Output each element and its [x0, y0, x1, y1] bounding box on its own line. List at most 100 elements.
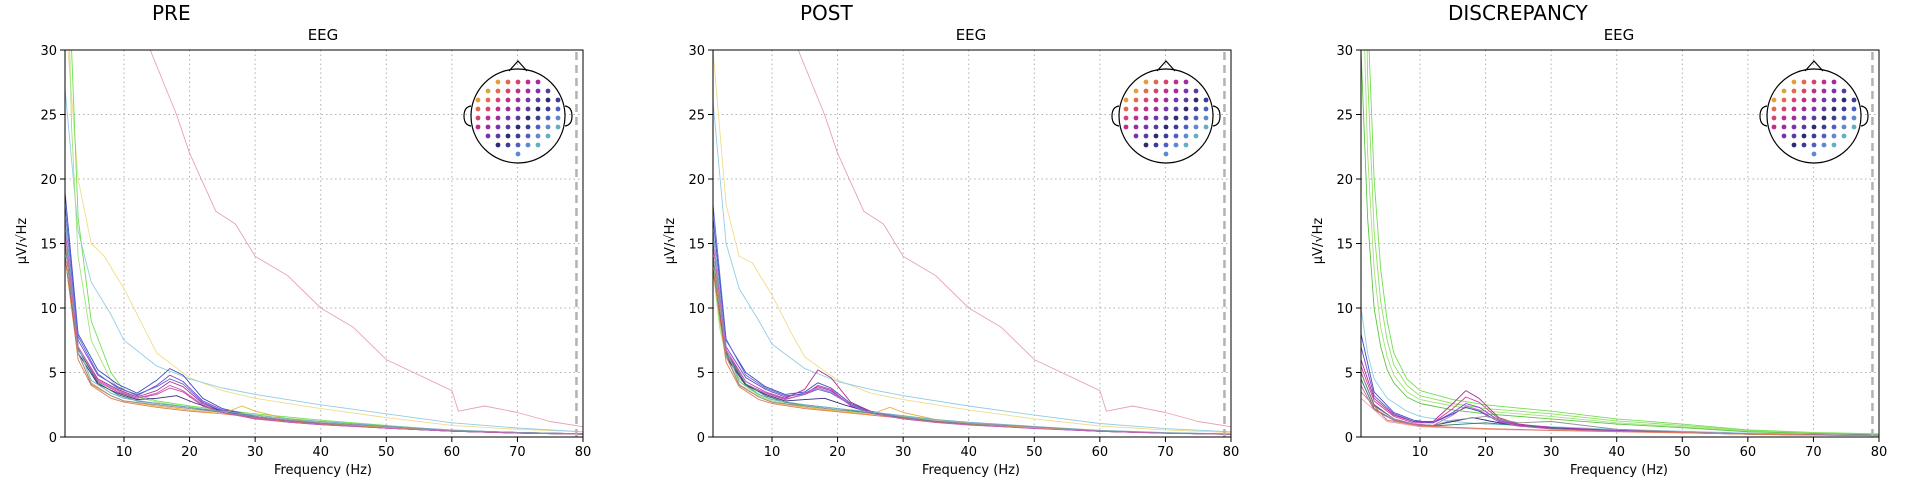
sensor-dot: [535, 88, 541, 94]
y-tick-label: 10: [1336, 302, 1353, 317]
y-tick-label: 25: [40, 109, 57, 124]
panel-suptitle: POST: [800, 1, 853, 25]
x-tick-label: 30: [895, 445, 912, 460]
sensor-dot: [1133, 106, 1139, 112]
sensor-dot: [1173, 124, 1179, 130]
sensor-dot: [475, 115, 481, 121]
sensor-dot: [1173, 106, 1179, 112]
x-tick-label: 40: [1608, 445, 1625, 460]
axes-title: EEG: [956, 26, 987, 44]
sensor-dot: [1851, 106, 1857, 112]
series-line: [797, 50, 1231, 428]
sensor-dot: [1183, 115, 1189, 121]
sensor-dot: [525, 79, 531, 85]
sensor-dot: [1841, 106, 1847, 112]
sensor-dot: [1811, 133, 1817, 139]
x-axis-label: Frequency (Hz): [274, 463, 372, 478]
y-tick-label: 0: [49, 431, 57, 446]
sensor-dot: [535, 79, 541, 85]
sensor-dot: [1203, 115, 1209, 121]
sensor-dot: [1123, 124, 1129, 130]
sensor-dot: [1183, 88, 1189, 94]
sensor-dot: [1801, 106, 1807, 112]
sensor-dot: [495, 124, 501, 130]
sensor-dot: [495, 97, 501, 103]
sensor-dot: [1851, 97, 1857, 103]
sensor-dot: [505, 133, 511, 139]
sensor-dot: [1193, 115, 1199, 121]
sensor-dot: [485, 97, 491, 103]
sensor-dot: [545, 88, 551, 94]
sensor-dot: [535, 115, 541, 121]
sensor-dot: [1193, 97, 1199, 103]
y-tick-label: 0: [1345, 431, 1353, 446]
series-line: [1361, 365, 1879, 436]
sensor-dot: [515, 79, 521, 85]
sensor-dot: [1143, 133, 1149, 139]
y-tick-label: 25: [688, 109, 705, 124]
sensor-dot: [1153, 142, 1159, 148]
sensor-dot: [1791, 142, 1797, 148]
x-tick-label: 10: [116, 445, 133, 460]
y-tick-label: 10: [688, 302, 705, 317]
sensor-dot: [1133, 115, 1139, 121]
sensor-dot: [1133, 124, 1139, 130]
panel-post: POST EEG Frequency (Hz) µV/√Hz 10 20 30 40 5…: [663, 1, 1239, 478]
sensor-dot: [545, 115, 551, 121]
series-line: [713, 256, 1231, 435]
sensor-dot: [535, 97, 541, 103]
sensor-layout-inset: [1759, 60, 1869, 164]
sensor-dot: [1173, 115, 1179, 121]
sensor-dot: [1143, 97, 1149, 103]
series-line: [713, 243, 1231, 435]
series-group: [65, 50, 583, 435]
x-tick-label: 70: [1157, 445, 1174, 460]
sensor-dot: [1123, 97, 1129, 103]
series-group: [1361, 50, 1879, 437]
series-line: [1361, 50, 1879, 436]
sensor-dot: [515, 97, 521, 103]
sensor-dot: [1153, 133, 1159, 139]
sensor-dot: [505, 106, 511, 112]
sensor-dot: [475, 124, 481, 130]
series-line: [65, 256, 583, 435]
x-tick-label: 70: [1805, 445, 1822, 460]
sensor-dot: [1203, 106, 1209, 112]
y-tick-label: 20: [1336, 173, 1353, 188]
x-tick-label: 60: [1092, 445, 1109, 460]
sensor-dot: [1851, 124, 1857, 130]
sensor-dot: [1771, 115, 1777, 121]
series-line: [69, 50, 583, 435]
sensor-dot: [475, 106, 481, 112]
sensor-dot: [1841, 88, 1847, 94]
right-ear-outline: [1860, 105, 1869, 127]
sensor-dot: [1801, 124, 1807, 130]
sensor-dot: [1143, 124, 1149, 130]
sensor-dot: [1841, 133, 1847, 139]
sensor-dot: [505, 124, 511, 130]
sensor-dot: [1153, 97, 1159, 103]
sensor-dot: [1811, 106, 1817, 112]
y-tick-label: 30: [1336, 44, 1353, 59]
sensor-dot: [1811, 115, 1817, 121]
series-line: [1366, 50, 1879, 435]
series-line: [713, 256, 1231, 435]
axes-title: EEG: [1604, 26, 1635, 44]
sensor-dot: [525, 133, 531, 139]
x-tick-label: 60: [1740, 445, 1757, 460]
sensor-dot: [1193, 106, 1199, 112]
sensor-dot: [1791, 115, 1797, 121]
sensor-dot: [1771, 106, 1777, 112]
sensor-dot: [1801, 97, 1807, 103]
series-line: [65, 230, 583, 435]
sensor-dot: [1811, 88, 1817, 94]
sensor-dot: [505, 88, 511, 94]
sensor-dot: [1781, 106, 1787, 112]
sensor-dot: [485, 106, 491, 112]
sensor-dot: [515, 106, 521, 112]
sensor-dot: [495, 133, 501, 139]
sensor-dot: [1821, 124, 1827, 130]
sensor-dot: [1831, 142, 1837, 148]
sensor-dot: [1801, 79, 1807, 85]
sensor-dot: [1173, 142, 1179, 148]
